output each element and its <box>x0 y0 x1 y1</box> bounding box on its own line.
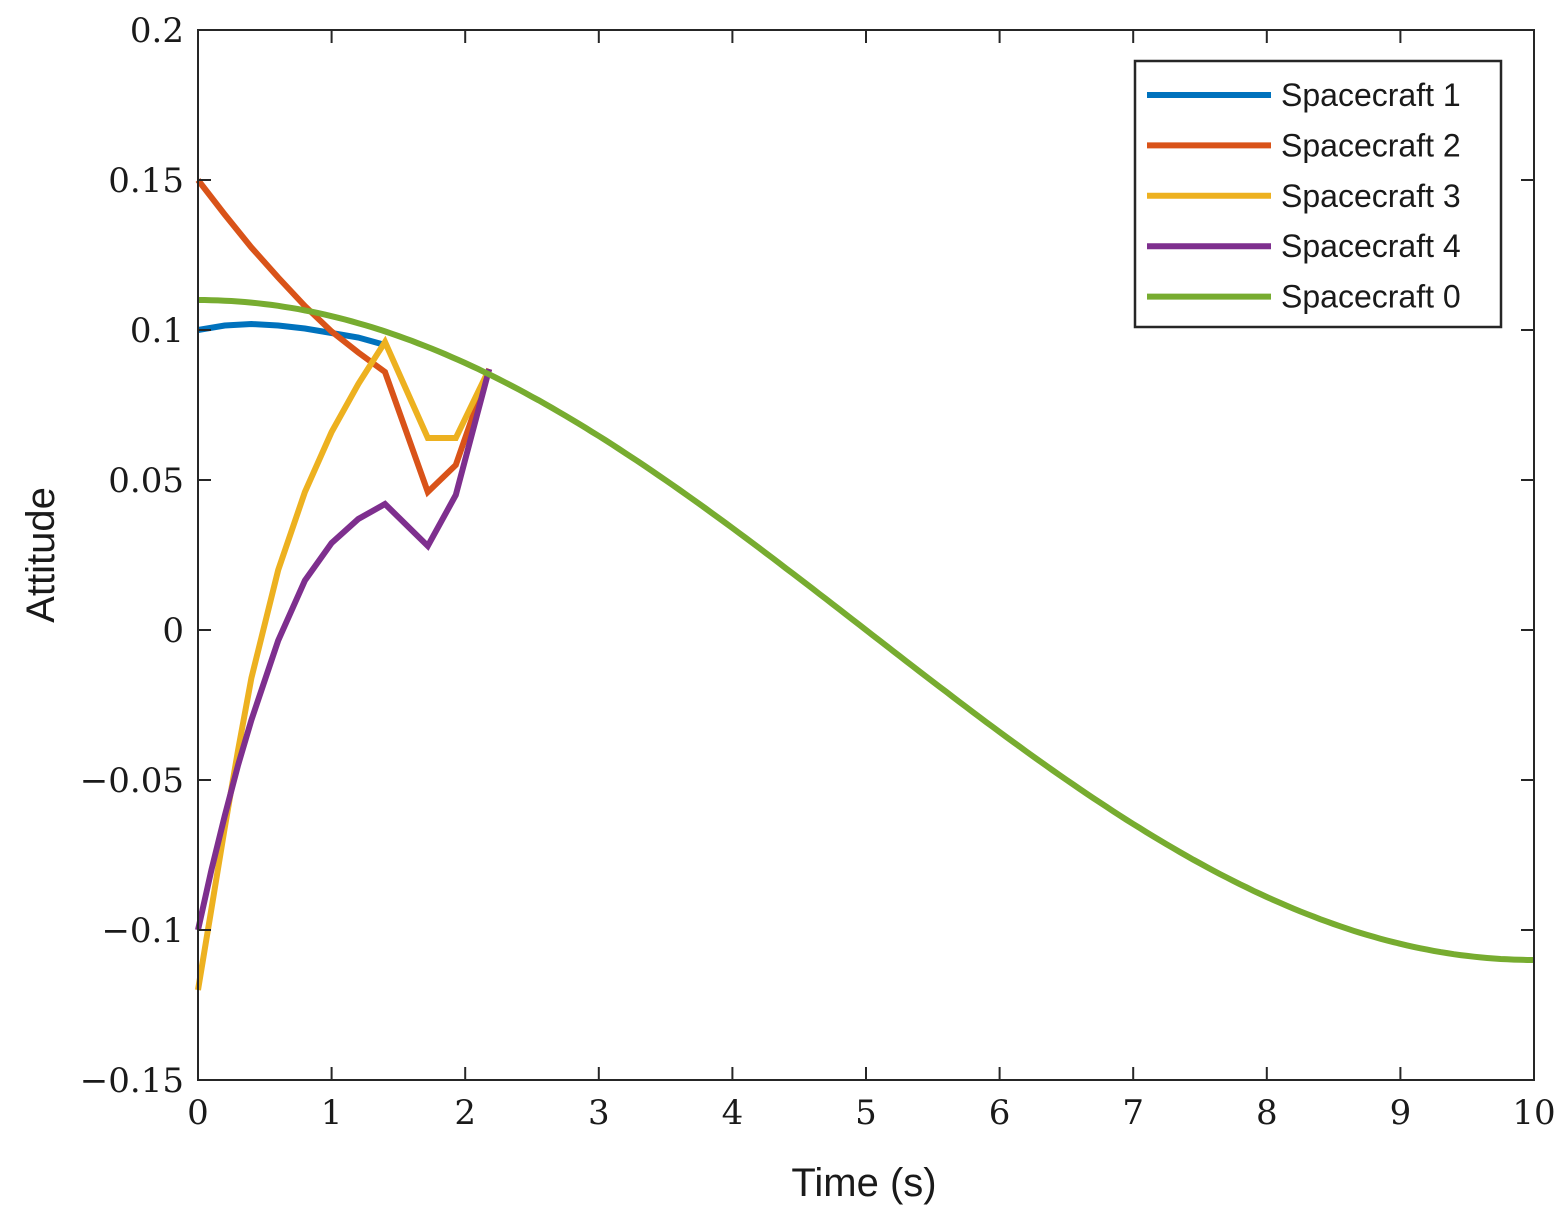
y-tick-label: 0.15 <box>108 161 184 201</box>
legend-entry-label: Spacecraft 1 <box>1281 77 1461 113</box>
legend-entry-label: Spacecraft 3 <box>1281 178 1461 214</box>
series-line-spacecraft-4 <box>195 368 493 931</box>
x-tick-label: 3 <box>588 1093 610 1133</box>
y-tick-label: −0.15 <box>80 1061 184 1101</box>
x-tick-label: 0 <box>187 1093 209 1133</box>
x-tick-label: 4 <box>722 1093 744 1133</box>
y-tick-label: −0.05 <box>80 761 184 801</box>
tick-layer: 0 1 2 3 4 5 6 7 8 9 10 −0.15 −0.1 −0.05 0 0.05 0.1 0.15 0.… <box>80 11 1556 1133</box>
y-tick-label: 0.05 <box>108 461 184 501</box>
legend-entry-label: Spacecraft 2 <box>1281 127 1461 163</box>
x-axis-label: Time (s) <box>791 1161 936 1205</box>
x-tick-label: 9 <box>1390 1093 1412 1133</box>
y-tick-label: 0.2 <box>130 11 184 51</box>
y-tick-label: −0.1 <box>101 911 184 951</box>
y-tick-label: 0.1 <box>130 311 184 351</box>
series-line-spacecraft-1 <box>197 320 386 348</box>
x-tick-label: 7 <box>1122 1093 1144 1133</box>
legend: Spacecraft 1 Spacecraft 2 Spacecraft 3 Spac… <box>1133 59 1503 329</box>
legend-entry-label: Spacecraft 0 <box>1281 279 1461 315</box>
x-tick-label: 5 <box>855 1093 877 1133</box>
legend-entry-label: Spacecraft 4 <box>1281 228 1461 264</box>
y-tick-label: 0 <box>162 611 184 651</box>
series-line-spacecraft-2 <box>195 178 493 498</box>
x-tick-label: 6 <box>989 1093 1011 1133</box>
x-tick-label: 1 <box>321 1093 343 1133</box>
x-tick-label: 8 <box>1256 1093 1278 1133</box>
y-axis-label: Attitude <box>19 487 63 623</box>
series-layer <box>195 178 1534 991</box>
x-tick-label: 2 <box>454 1093 476 1133</box>
series-line-spacecraft-0 <box>198 297 1534 963</box>
x-tick-label: 10 <box>1512 1093 1555 1133</box>
